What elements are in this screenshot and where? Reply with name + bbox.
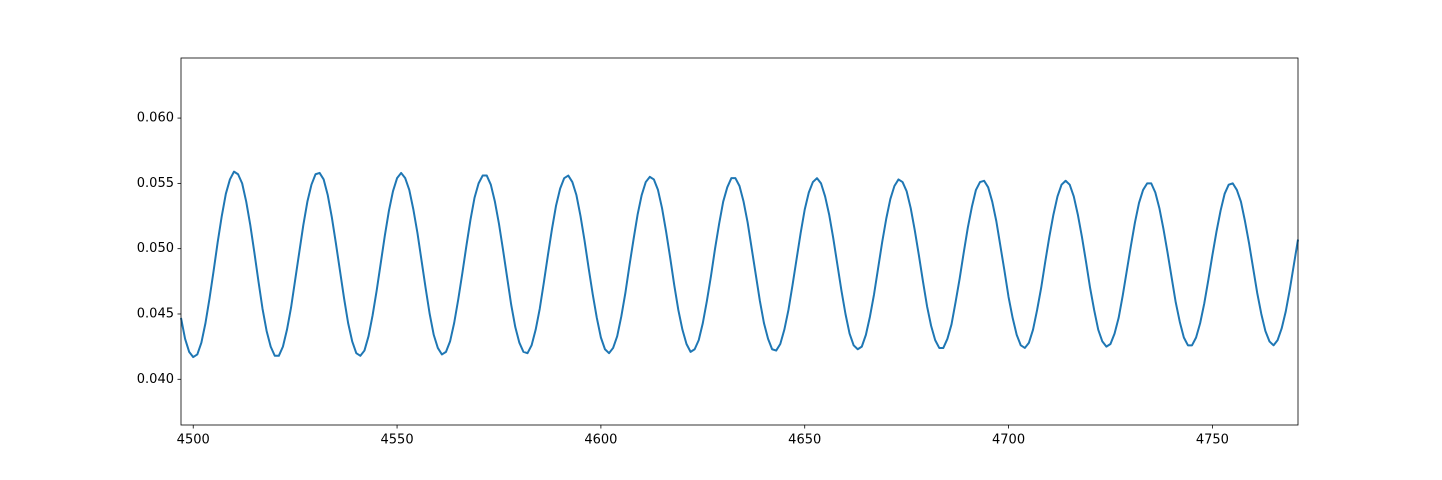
plot-area	[181, 58, 1298, 425]
x-tick-label: 4550	[381, 433, 414, 448]
x-tick-label: 4600	[584, 433, 617, 448]
y-tick-label: 0.060	[137, 111, 174, 126]
y-tick-label: 0.045	[137, 306, 174, 321]
x-tick-label: 4500	[177, 433, 210, 448]
line	[180, 170, 1299, 359]
x-tick-label: 4650	[788, 433, 821, 448]
x-tick-label: 4700	[992, 433, 1025, 448]
axes-frame	[180, 57, 1299, 426]
y-tick-label: 0.050	[137, 241, 174, 256]
x-tick-label: 4750	[1196, 433, 1229, 448]
y-tick-label: 0.040	[137, 372, 174, 387]
y-tick-label: 0.055	[137, 176, 174, 191]
